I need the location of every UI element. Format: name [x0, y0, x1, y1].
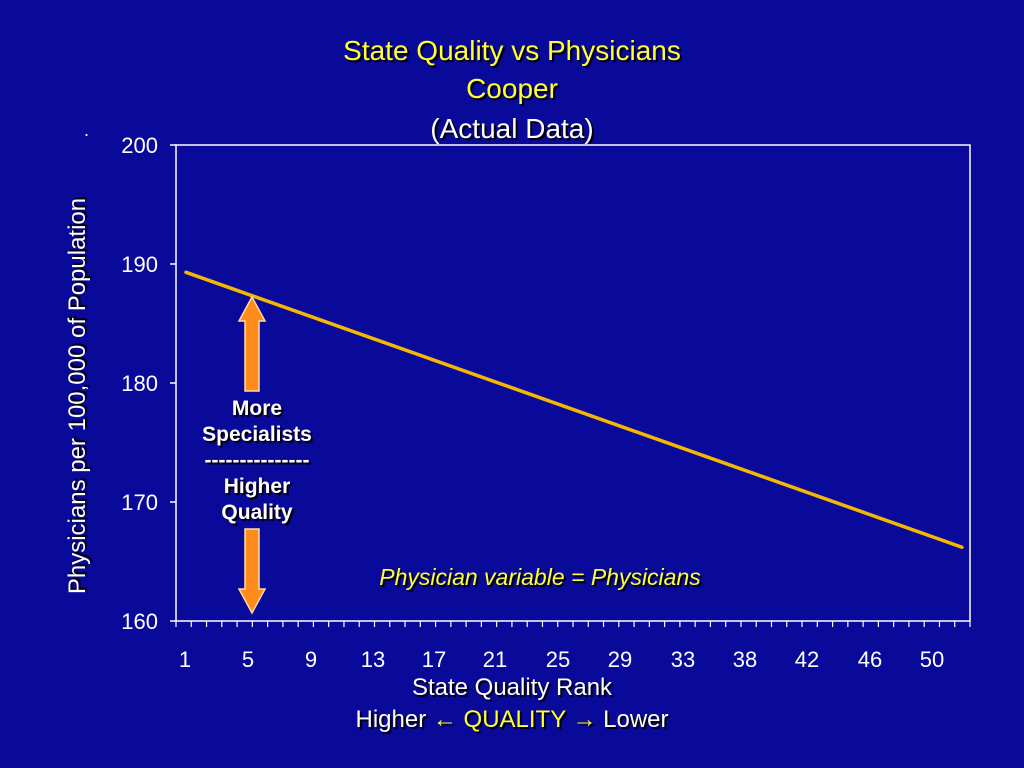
physician-variable-note: Physician variable = Physicians: [379, 564, 701, 590]
x-tick-label: 46: [858, 647, 882, 672]
quality-higher: Higher: [355, 706, 427, 733]
annotation-line: Higher: [223, 475, 291, 498]
chart-title: State Quality vs Physicians: [343, 35, 681, 66]
y-tick-label: 190: [121, 252, 158, 277]
left-arrow-icon: ←: [432, 706, 457, 733]
ylabel-marker: .: [84, 120, 90, 140]
plot-area-frame: [175, 144, 971, 622]
series-line: [184, 270, 964, 549]
x-tick-label: 9: [305, 647, 317, 672]
right-arrow-icon: →: [572, 706, 597, 733]
x-tick-label: 33: [671, 647, 695, 672]
specialists-annotation: More Specialists --------------- Higher …: [182, 396, 332, 526]
annotation-line: Specialists: [202, 423, 312, 446]
y-tick-label: 170: [121, 490, 158, 515]
annotation-line: More: [231, 397, 283, 420]
y-axis-label: Physicians per 100,000 of Population: [64, 197, 91, 595]
annotation-line: Quality: [221, 501, 293, 524]
x-tick-label: 17: [422, 647, 446, 672]
x-tick-label: 5: [242, 647, 254, 672]
up-arrow-icon: [237, 295, 267, 392]
x-tick-label: 29: [608, 647, 632, 672]
x-tick-label: 42: [795, 647, 819, 672]
x-tick-label: 38: [733, 647, 757, 672]
x-tick-label: 21: [483, 647, 507, 672]
x-tick-label: 50: [920, 647, 944, 672]
x-tick-label: 25: [546, 647, 570, 672]
quality-word: QUALITY: [463, 706, 566, 733]
chart-subtitle-author: Cooper: [466, 73, 558, 104]
y-tick-label: 160: [121, 609, 158, 634]
quality-direction-label: Higher ← QUALITY → Lower: [0, 706, 1024, 734]
y-tick-label: 200: [121, 133, 158, 158]
quality-lower: Lower: [603, 706, 669, 733]
chart-subtitle-note: (Actual Data): [430, 113, 594, 144]
y-tick-label: 180: [121, 371, 158, 396]
down-arrow-icon: [237, 528, 267, 615]
x-tick-label: 13: [361, 647, 385, 672]
x-axis-label: State Quality Rank: [411, 674, 613, 701]
annotation-line: ---------------: [204, 449, 310, 472]
x-tick-label: 1: [179, 647, 191, 672]
